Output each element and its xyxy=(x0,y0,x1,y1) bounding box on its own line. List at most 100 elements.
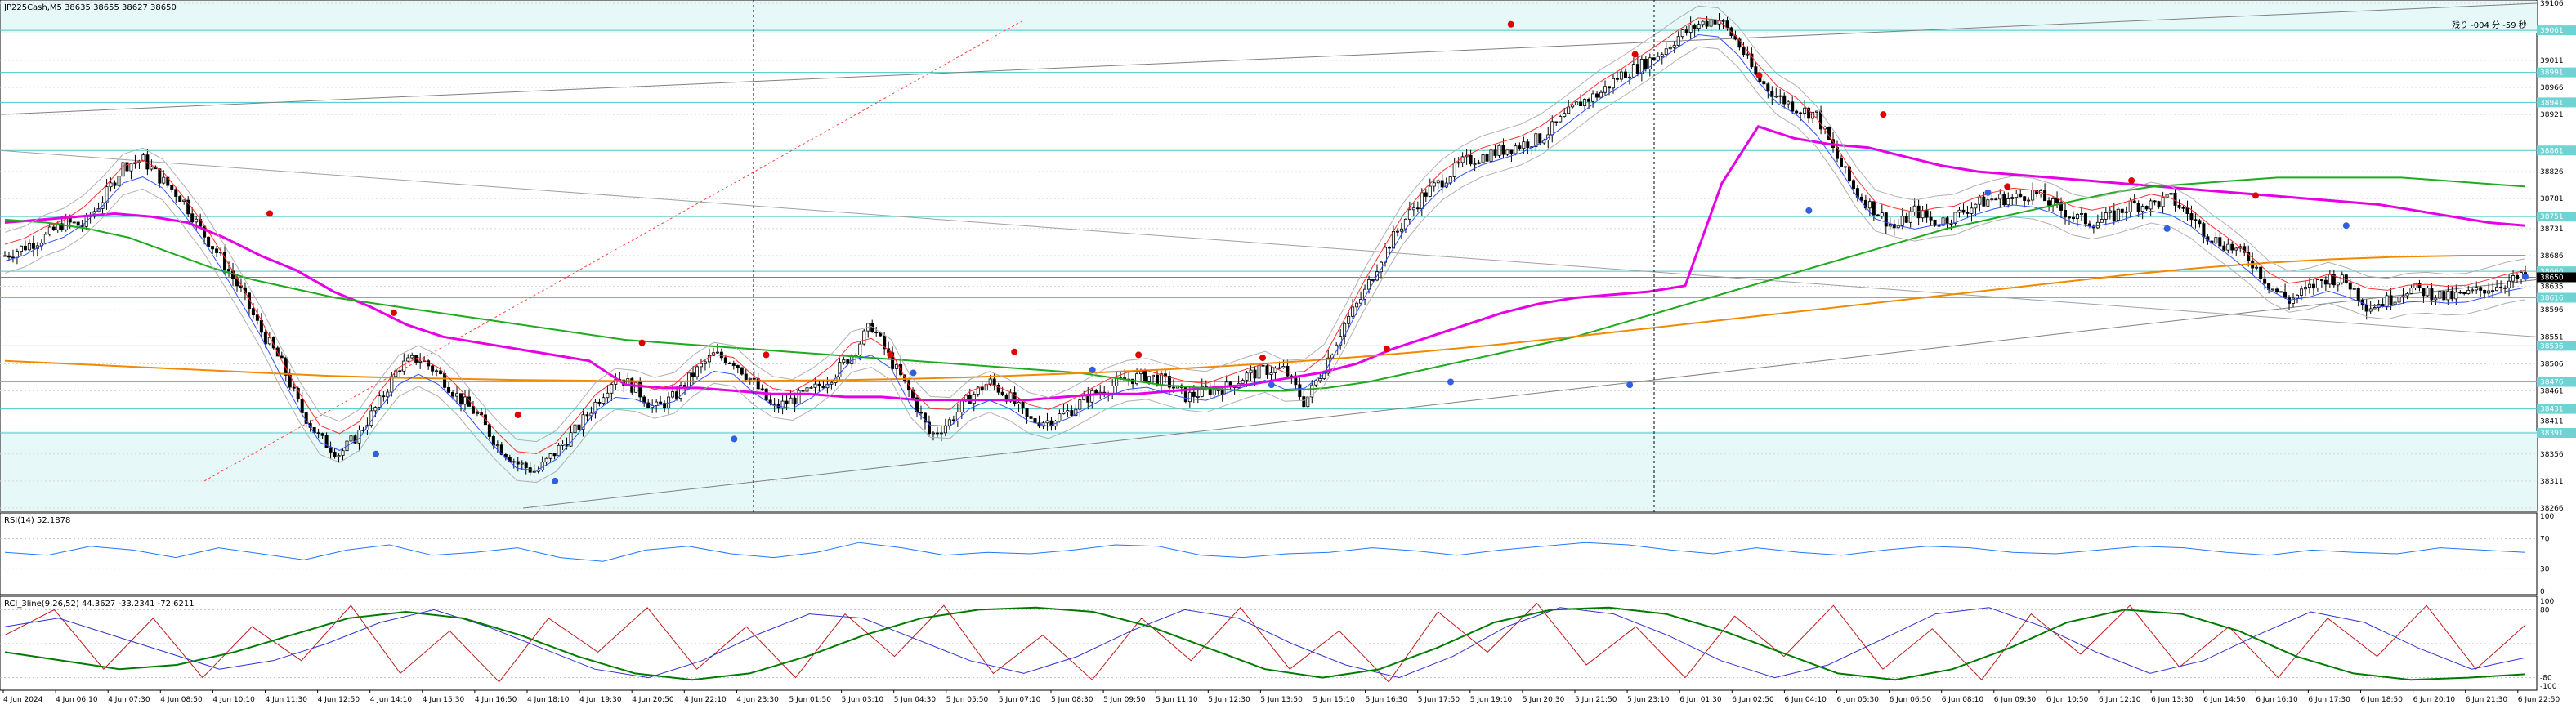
moving-averages xyxy=(4,5,2526,484)
candle-body xyxy=(2157,201,2161,207)
price-tick-label: 38461 xyxy=(2540,388,2564,396)
candle-body xyxy=(186,199,190,215)
signal-dots xyxy=(266,20,2529,484)
candle-body xyxy=(2202,223,2206,238)
rsi-tick-label: 0 xyxy=(2540,588,2545,596)
candle-body xyxy=(744,373,748,381)
candle-body xyxy=(1750,53,1754,68)
candle-body xyxy=(2031,190,2035,201)
rsi-tick-label: 70 xyxy=(2540,536,2550,544)
candle-body xyxy=(1249,369,1253,374)
candle-body xyxy=(475,412,479,414)
candle-body xyxy=(789,397,793,404)
candle-body xyxy=(1183,387,1187,403)
candle-body xyxy=(329,447,333,453)
time-tick-label: 5 Jun 05:50 xyxy=(946,696,989,704)
candle-body xyxy=(1212,388,1216,395)
time-tick-label: 4 Jun 2024 xyxy=(3,696,43,704)
candle-body xyxy=(2161,196,2165,207)
candle-body xyxy=(1941,217,1945,226)
time-tick-label: 4 Jun 14:10 xyxy=(370,696,413,704)
candle-body xyxy=(316,432,320,435)
candle-body xyxy=(1147,376,1152,382)
candle-body xyxy=(1815,110,1819,113)
time-tick-label: 5 Jun 12:30 xyxy=(1208,696,1250,704)
candle-body xyxy=(174,189,178,197)
candle-body xyxy=(2230,243,2234,251)
candle-body xyxy=(1493,149,1497,156)
candle-body xyxy=(1029,416,1033,419)
candle-body xyxy=(150,166,154,170)
time-tick-label: 5 Jun 13:50 xyxy=(1260,696,1303,704)
candle-body xyxy=(463,396,467,405)
time-tick-label: 5 Jun 15:10 xyxy=(1313,696,1356,704)
candle-body xyxy=(2214,237,2218,244)
candle-body xyxy=(675,391,679,399)
blue-signal-dot xyxy=(2522,273,2529,280)
candle-body xyxy=(1876,214,1880,216)
candle-body xyxy=(1045,420,1049,424)
trend-line xyxy=(0,2,2538,115)
candle-body xyxy=(43,234,47,243)
candle-body xyxy=(349,435,353,442)
blue-signal-dot xyxy=(1984,189,1992,196)
candle-body xyxy=(1933,219,1937,226)
candle-body xyxy=(2426,288,2430,297)
time-tick-label: 6 Jun 20:10 xyxy=(2413,696,2456,704)
candle-body xyxy=(524,462,528,468)
candle-body xyxy=(451,391,455,397)
candle-body xyxy=(2144,206,2149,210)
candle-body xyxy=(919,412,924,414)
candle-body xyxy=(2364,305,2368,312)
candle-body xyxy=(2283,291,2288,298)
candle-body xyxy=(874,332,879,333)
ma-line-magenta xyxy=(4,125,2526,402)
candle-body xyxy=(1025,408,1029,417)
candle-body xyxy=(1228,381,1232,386)
time-tick-label: 6 Jun 18:50 xyxy=(2361,696,2404,704)
time-tick-label: 5 Jun 20:30 xyxy=(1523,696,1565,704)
candle-body xyxy=(190,213,195,223)
rsi-panel[interactable] xyxy=(0,512,2538,595)
candle-body xyxy=(1253,369,1257,379)
candle-body xyxy=(1245,372,1249,381)
candle-body xyxy=(557,444,561,457)
candle-body xyxy=(548,453,552,459)
candle-body xyxy=(589,412,593,417)
candle-body xyxy=(2303,287,2307,290)
candle-body xyxy=(2417,283,2422,288)
blue-signal-dot xyxy=(910,369,917,377)
time-tick-label: 4 Jun 10:10 xyxy=(212,696,255,704)
candle-body xyxy=(2323,279,2328,285)
candle-body xyxy=(320,433,324,436)
candle-body xyxy=(2454,292,2458,300)
candle-body xyxy=(2169,193,2173,195)
candle-body xyxy=(2051,198,2055,206)
candle-body xyxy=(2064,210,2068,218)
candle-body xyxy=(292,386,296,389)
candle-body xyxy=(2059,202,2064,211)
candle-body xyxy=(1953,212,1957,225)
price-tick-label: 38266 xyxy=(2540,505,2564,513)
candle-body xyxy=(2185,207,2189,214)
candle-body xyxy=(1762,81,1766,85)
candle-body xyxy=(2450,290,2454,300)
candle-body xyxy=(561,444,565,446)
candle-body xyxy=(992,378,996,386)
candle-body xyxy=(1575,101,1579,105)
time-tick-label: 5 Jun 09:50 xyxy=(1103,696,1146,704)
candle-body xyxy=(1013,392,1017,405)
candle-body xyxy=(883,335,887,350)
candle-body xyxy=(353,435,357,444)
candle-body xyxy=(195,218,199,223)
candle-body xyxy=(1518,145,1522,149)
candle-body xyxy=(1485,154,1489,162)
candle-body xyxy=(959,400,964,412)
candle-body xyxy=(2132,200,2136,203)
candle-body xyxy=(687,372,691,388)
red-signal-dot xyxy=(1011,348,1018,355)
candle-body xyxy=(813,383,817,388)
candle-body xyxy=(72,221,76,224)
